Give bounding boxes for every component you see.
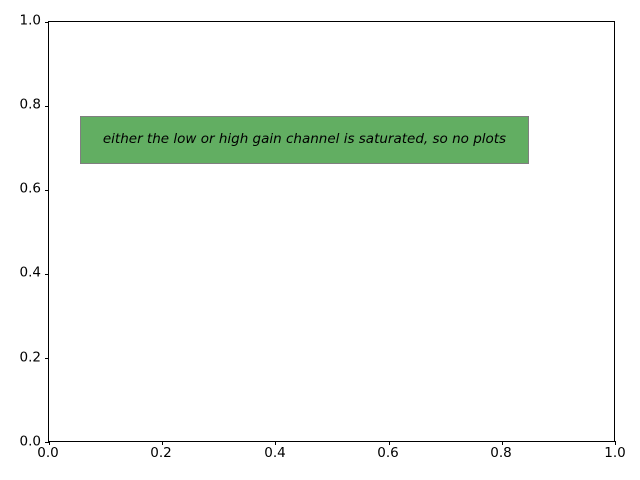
ytick-mark [45,358,49,359]
ytick-label: 1.0 [19,12,41,29]
ytick-mark [45,106,49,107]
saturation-warning-box: either the low or high gain channel is s… [80,116,529,164]
ytick-label: 0.0 [19,433,41,450]
xtick-label: 0.0 [37,445,59,461]
xtick-label: 0.8 [490,445,512,461]
plot-axes [45,21,616,445]
xtick-label: 0.2 [150,445,172,461]
ytick-mark [45,22,49,23]
xtick-label: 1.0 [604,445,626,461]
ytick-mark [45,442,49,443]
ytick-label: 0.6 [19,180,41,197]
xtick-mark [502,441,503,445]
saturation-warning-text: either the low or high gain channel is s… [102,131,507,148]
ytick-label: 0.2 [19,349,41,366]
ytick-mark [45,190,49,191]
ytick-mark [45,274,49,275]
xtick-mark [162,441,163,445]
ytick-label: 0.4 [19,264,41,281]
xtick-mark [275,441,276,445]
xtick-mark [615,441,616,445]
xtick-label: 0.4 [264,445,286,461]
ytick-label: 0.8 [19,96,41,113]
xtick-mark [49,441,50,445]
xtick-mark [389,441,390,445]
xtick-label: 0.6 [377,445,399,461]
